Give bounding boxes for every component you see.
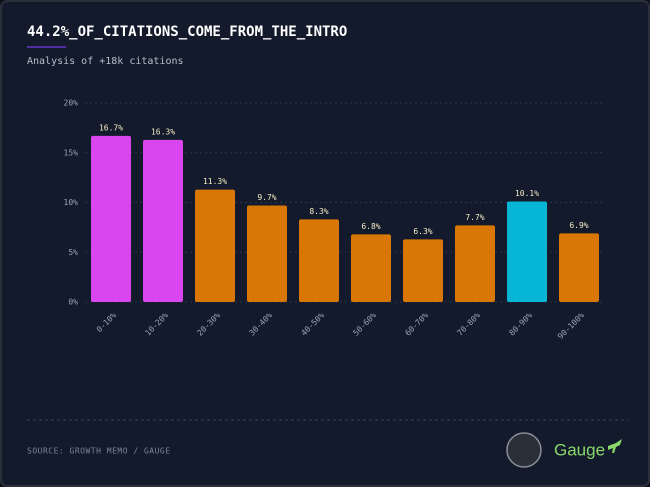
logo: Gauge bbox=[554, 440, 605, 459]
value-label: 16.3% bbox=[151, 127, 175, 136]
value-label: 10.1% bbox=[515, 189, 539, 198]
subtitle: Analysis of +18k citations bbox=[27, 56, 184, 67]
bar bbox=[351, 234, 391, 302]
bar bbox=[195, 189, 235, 302]
chart-title: 44.2%_OF_CITATIONS_COME_FROM_THE_INTRO bbox=[27, 24, 347, 40]
bar bbox=[507, 201, 547, 302]
bar bbox=[455, 225, 495, 302]
bar bbox=[91, 135, 131, 302]
y-tick-label: 10% bbox=[64, 198, 79, 207]
y-tick-label: 20% bbox=[64, 99, 79, 108]
value-label: 16.7% bbox=[99, 123, 123, 132]
growth-memo-badge bbox=[506, 432, 542, 468]
value-label: 8.3% bbox=[309, 207, 328, 216]
logo-icon bbox=[608, 439, 622, 453]
value-label: 11.3% bbox=[203, 177, 227, 186]
y-tick-label: 0% bbox=[68, 298, 78, 307]
source: SOURCE: GROWTH MEMO / GAUGE bbox=[27, 447, 171, 456]
bar bbox=[143, 139, 183, 302]
value-label: 9.7% bbox=[257, 193, 276, 202]
value-label: 7.7% bbox=[465, 213, 484, 222]
bar bbox=[299, 219, 339, 302]
bar bbox=[559, 233, 599, 302]
value-label: 6.9% bbox=[569, 221, 588, 230]
value-label: 6.3% bbox=[413, 227, 432, 236]
bar bbox=[247, 205, 287, 302]
bar bbox=[403, 239, 443, 302]
value-label: 6.8% bbox=[361, 222, 380, 231]
y-tick-label: 15% bbox=[64, 148, 79, 157]
y-tick-label: 5% bbox=[68, 248, 78, 257]
